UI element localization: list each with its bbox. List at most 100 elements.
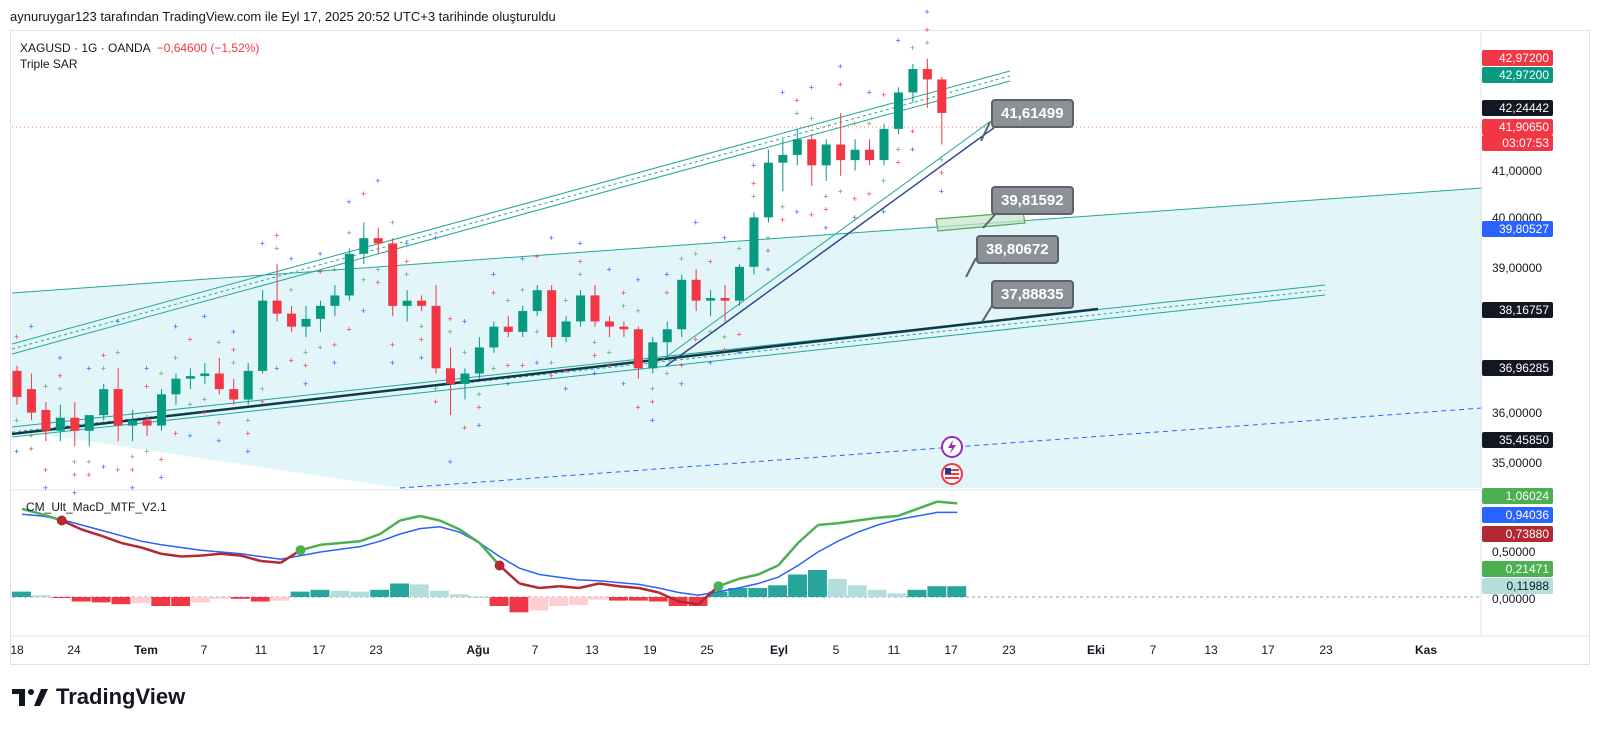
price-tag-dark: 36,96285 xyxy=(1482,360,1553,376)
sar-marker: + xyxy=(346,228,351,238)
sar-marker: + xyxy=(823,205,828,215)
price-callout[interactable]: 38,80672 xyxy=(976,235,1059,264)
sar-marker: + xyxy=(722,233,727,243)
sar-marker: + xyxy=(534,251,539,261)
us-flag-icon[interactable] xyxy=(941,463,963,485)
sar-marker: + xyxy=(635,402,640,412)
macd-histogram-bar xyxy=(609,597,628,601)
candle-body xyxy=(301,318,311,327)
macd-fast-line-segment xyxy=(738,573,759,581)
sar-marker: + xyxy=(332,264,337,274)
macd-fast-line-segment xyxy=(897,507,918,518)
sar-marker: + xyxy=(867,189,872,199)
candle-body xyxy=(648,342,658,369)
sar-marker: + xyxy=(852,119,857,129)
macd-histogram-bar xyxy=(211,597,230,599)
macd-fast-line-segment xyxy=(559,584,580,590)
sar-marker: + xyxy=(28,431,33,441)
sar-marker: + xyxy=(679,361,684,371)
time-tick: 5 xyxy=(832,643,840,657)
sar-marker: + xyxy=(578,270,583,280)
sar-marker: + xyxy=(231,358,236,368)
sar-marker: + xyxy=(216,436,221,446)
sar-marker: + xyxy=(433,384,438,394)
macd-histogram-bar xyxy=(847,585,867,597)
chart-credit: aynuruygar123 tarafından TradingView.com… xyxy=(10,9,556,24)
sar-marker: + xyxy=(491,363,496,373)
sar-marker: + xyxy=(159,473,164,483)
sar-marker: + xyxy=(419,353,424,363)
indicator-label[interactable]: Triple SAR xyxy=(20,57,78,71)
macd-fast-line-segment xyxy=(399,514,421,522)
candle-body xyxy=(633,329,643,369)
sar-marker: + xyxy=(187,431,192,441)
sar-marker: + xyxy=(448,327,453,337)
sar-marker: + xyxy=(491,270,496,280)
sar-marker: + xyxy=(895,158,900,168)
callout-pointer-3 xyxy=(965,257,977,278)
sar-marker: + xyxy=(563,384,568,394)
symbol-label[interactable]: XAGUSD · 1G · OANDA xyxy=(20,41,151,55)
candle-body xyxy=(55,417,65,431)
sar-marker: + xyxy=(852,212,857,222)
macd-histogram-bar xyxy=(71,597,91,602)
candle-body xyxy=(373,238,383,244)
lightning-icon[interactable] xyxy=(941,436,963,458)
sar-marker: + xyxy=(361,189,366,199)
sar-marker: + xyxy=(881,176,886,186)
sar-marker: + xyxy=(332,340,337,350)
sar-marker: + xyxy=(289,254,294,264)
sar-marker: + xyxy=(245,428,250,438)
sar-marker: + xyxy=(361,275,366,285)
sar-marker: + xyxy=(375,277,380,287)
macd-fast-line-segment xyxy=(618,584,639,590)
sar-marker: + xyxy=(14,447,19,457)
candle-body xyxy=(922,69,932,80)
macd-fast-line-segment xyxy=(578,582,600,590)
candle-body xyxy=(865,149,875,161)
tradingview-logo[interactable]: TradingView xyxy=(12,684,185,710)
sar-marker: + xyxy=(751,192,756,202)
time-tick: 23 xyxy=(1002,643,1016,657)
time-tick: Eki xyxy=(1086,643,1106,657)
time-tick: 11 xyxy=(887,643,901,657)
sar-marker: + xyxy=(592,337,597,347)
sar-marker: + xyxy=(823,192,828,202)
sar-marker: + xyxy=(28,322,33,332)
sar-marker: + xyxy=(520,254,525,264)
candle-body xyxy=(503,326,513,332)
macd-histogram-bar xyxy=(91,597,111,603)
macd-histogram-bar xyxy=(370,589,390,597)
macd-histogram-bar xyxy=(429,590,449,597)
sar-marker: + xyxy=(390,358,395,368)
shaded-channel xyxy=(12,188,1482,488)
sar-marker: + xyxy=(708,327,713,337)
sar-marker: + xyxy=(375,176,380,186)
sar-marker: + xyxy=(722,345,727,355)
price-callout[interactable]: 39,81592 xyxy=(991,186,1074,215)
sar-marker: + xyxy=(751,179,756,189)
macd-fast-line-segment xyxy=(101,534,122,545)
sar-marker: + xyxy=(289,285,294,295)
sar-marker: + xyxy=(881,207,886,217)
macd-legend[interactable]: CM_Ult_MacD_MTF_V2.1 xyxy=(26,500,167,514)
drawings-layer xyxy=(10,30,1590,637)
candle-body xyxy=(460,373,470,384)
chart-frame[interactable] xyxy=(10,30,1590,665)
price-tag-dark: 38,16757 xyxy=(1482,302,1553,318)
sar-marker: + xyxy=(303,361,308,371)
price-callout[interactable]: 41,61499 xyxy=(991,99,1074,128)
macd-histogram-bar xyxy=(589,597,608,600)
candle-body xyxy=(446,368,455,384)
sar-marker: + xyxy=(838,186,843,196)
sar-marker: + xyxy=(765,264,770,274)
sar-marker: + xyxy=(202,311,207,321)
candle-body xyxy=(26,389,36,413)
sar-marker: + xyxy=(708,257,713,267)
macd-cross-dot xyxy=(295,545,306,556)
macd-histogram-bar xyxy=(529,597,549,611)
price-callout[interactable]: 37,88835 xyxy=(991,280,1074,309)
sar-marker: + xyxy=(780,215,785,225)
sar-marker: + xyxy=(317,342,322,352)
